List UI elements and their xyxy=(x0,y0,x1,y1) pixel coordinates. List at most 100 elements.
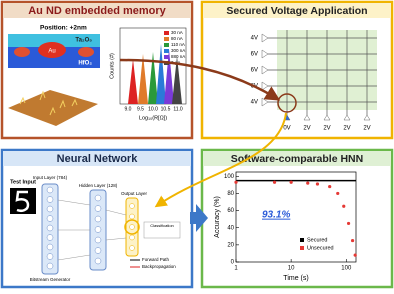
col-label: 0V xyxy=(283,126,290,132)
legend-label: 880 nA xyxy=(171,54,185,59)
histogram-peaks xyxy=(128,44,182,104)
neuron xyxy=(46,186,54,194)
legend-swatch xyxy=(164,55,169,59)
x-tick-label: 9.0 xyxy=(125,106,132,112)
neuron xyxy=(46,196,54,203)
driver xyxy=(261,49,269,59)
point xyxy=(289,180,293,184)
legend-swatch xyxy=(300,238,304,242)
neuron xyxy=(46,215,54,222)
neuron xyxy=(46,243,54,251)
legend-label: Unsecured xyxy=(307,245,334,251)
neuron xyxy=(94,194,102,202)
point xyxy=(328,184,332,189)
title-bar xyxy=(3,151,191,166)
neuron xyxy=(129,224,135,230)
y-tick-label: 0 xyxy=(231,260,235,266)
legend-swatch xyxy=(164,31,169,35)
legend-swatch xyxy=(164,49,169,53)
row-label: 4V xyxy=(251,36,258,42)
title-bar xyxy=(203,3,391,18)
label: Ta₂O₅ xyxy=(75,38,92,44)
title-bar xyxy=(203,151,391,166)
point xyxy=(306,181,310,185)
label: Hidden Layer (128) xyxy=(79,183,118,188)
panel-title: Au ND embedded memory xyxy=(28,5,166,17)
point xyxy=(353,253,357,257)
neuron xyxy=(129,234,135,241)
digit xyxy=(15,190,30,213)
axis-label: Time (s) xyxy=(283,275,308,282)
connections xyxy=(57,199,127,261)
point xyxy=(350,238,355,243)
point xyxy=(346,221,351,226)
driver xyxy=(343,114,351,121)
label: Forward Path xyxy=(142,257,170,262)
x-tick-label: 11.0 xyxy=(173,106,183,112)
legend-label: 110 nA xyxy=(171,42,185,47)
highlight xyxy=(277,93,297,113)
x-tick-label: 10.0 xyxy=(148,106,158,112)
legend-swatch xyxy=(164,43,169,47)
driver xyxy=(303,114,311,121)
axis-label: Accuracy (%) xyxy=(214,196,221,238)
label: Position: +2nm xyxy=(40,25,87,32)
y-tick-label: 20 xyxy=(227,242,234,248)
point xyxy=(234,180,238,184)
label: Input Layer (784) xyxy=(33,175,68,180)
point xyxy=(342,204,346,208)
layer xyxy=(8,34,100,47)
title-bar xyxy=(3,3,191,18)
y-tick-label: 80 xyxy=(227,191,234,197)
label: Bitstream Generator xyxy=(30,277,71,282)
x-tick-label: 9.5 xyxy=(137,106,144,112)
point xyxy=(315,182,320,186)
neuron xyxy=(46,205,54,213)
panel-title: Secured Voltage Application xyxy=(226,5,367,17)
panel-title: Neural Network xyxy=(57,153,139,165)
row-label: 6V xyxy=(251,68,258,74)
arrow xyxy=(190,204,208,232)
row-label: 6V xyxy=(251,52,258,58)
classification-box xyxy=(143,221,181,239)
neuron xyxy=(94,215,102,223)
x-tick-label: 100 xyxy=(341,266,352,272)
col-label: 2V xyxy=(363,126,370,132)
arrow xyxy=(154,112,287,208)
neuron xyxy=(94,247,102,254)
point xyxy=(272,180,277,184)
label: Au xyxy=(48,49,55,55)
legend-swatch xyxy=(300,246,304,250)
panel-title: Software-comparable HNN xyxy=(231,153,363,165)
y-tick-label: 40 xyxy=(227,225,234,231)
col-label: 2V xyxy=(303,126,310,132)
driver xyxy=(261,65,269,75)
driver xyxy=(261,33,269,43)
row-label: 4V xyxy=(251,100,258,106)
legend-label: 30 nA xyxy=(171,30,183,35)
afm-peaks xyxy=(19,90,78,116)
neuron xyxy=(46,262,54,270)
x-tick-label: 10.5 xyxy=(161,106,171,112)
x-tick-label: 1 xyxy=(234,266,238,272)
legend-label: Secured xyxy=(307,237,328,243)
neuron xyxy=(46,224,54,232)
axis-label: Counts (#) xyxy=(109,53,115,79)
legend-label: 80 nA xyxy=(171,36,183,41)
label: Output Layer xyxy=(121,191,148,196)
x-tick-label: 10 xyxy=(288,266,295,272)
y-tick-label: 100 xyxy=(224,174,235,180)
label: Backpropagation xyxy=(142,264,176,269)
neuron xyxy=(94,226,102,233)
point xyxy=(336,191,340,196)
legend-swatch xyxy=(164,37,169,41)
y-tick-label: 60 xyxy=(227,208,234,214)
driver xyxy=(363,114,371,121)
neuron xyxy=(94,236,102,244)
neuron xyxy=(46,234,54,241)
neuron xyxy=(129,213,135,220)
label: Classification xyxy=(150,223,174,228)
neuron xyxy=(129,203,135,209)
col-label: 2V xyxy=(343,126,350,132)
